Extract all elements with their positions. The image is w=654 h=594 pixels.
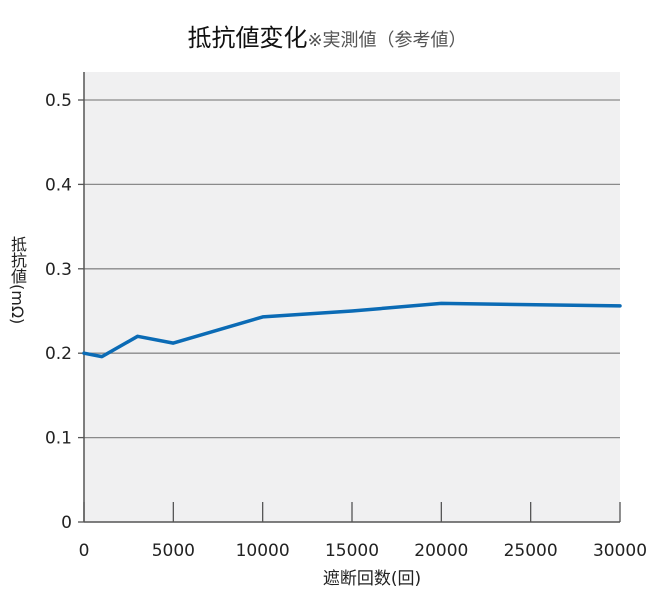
y-tick-label: 0.2 [45,344,72,364]
y-tick-label: 0.4 [45,175,72,195]
y-axis-label: 抵抗値(mΩ) [8,236,27,325]
x-tick-label: 30000 [593,541,647,561]
x-axis-label: 遮断回数(回) [323,569,421,589]
series-line [82,301,622,359]
x-tick-label: 10000 [236,541,290,561]
x-tick-label: 20000 [414,541,468,561]
y-tick-label: 0.5 [45,91,72,111]
x-tick-label: 0 [79,541,90,561]
chart-subtitle: ※実測値（参考値） [307,30,467,51]
x-tick-label: 5000 [152,541,195,561]
x-tick-label: 15000 [325,541,379,561]
y-tick-label: 0 [61,513,72,533]
chart-title: 抵抗値変化※実測値（参考値） [0,18,654,53]
y-tick-label: 0.3 [45,260,72,280]
x-tick-label: 25000 [504,541,558,561]
chart-title-main: 抵抗値変化 [187,24,308,52]
y-tick-label: 0.1 [45,429,72,449]
plot-area [84,72,620,522]
